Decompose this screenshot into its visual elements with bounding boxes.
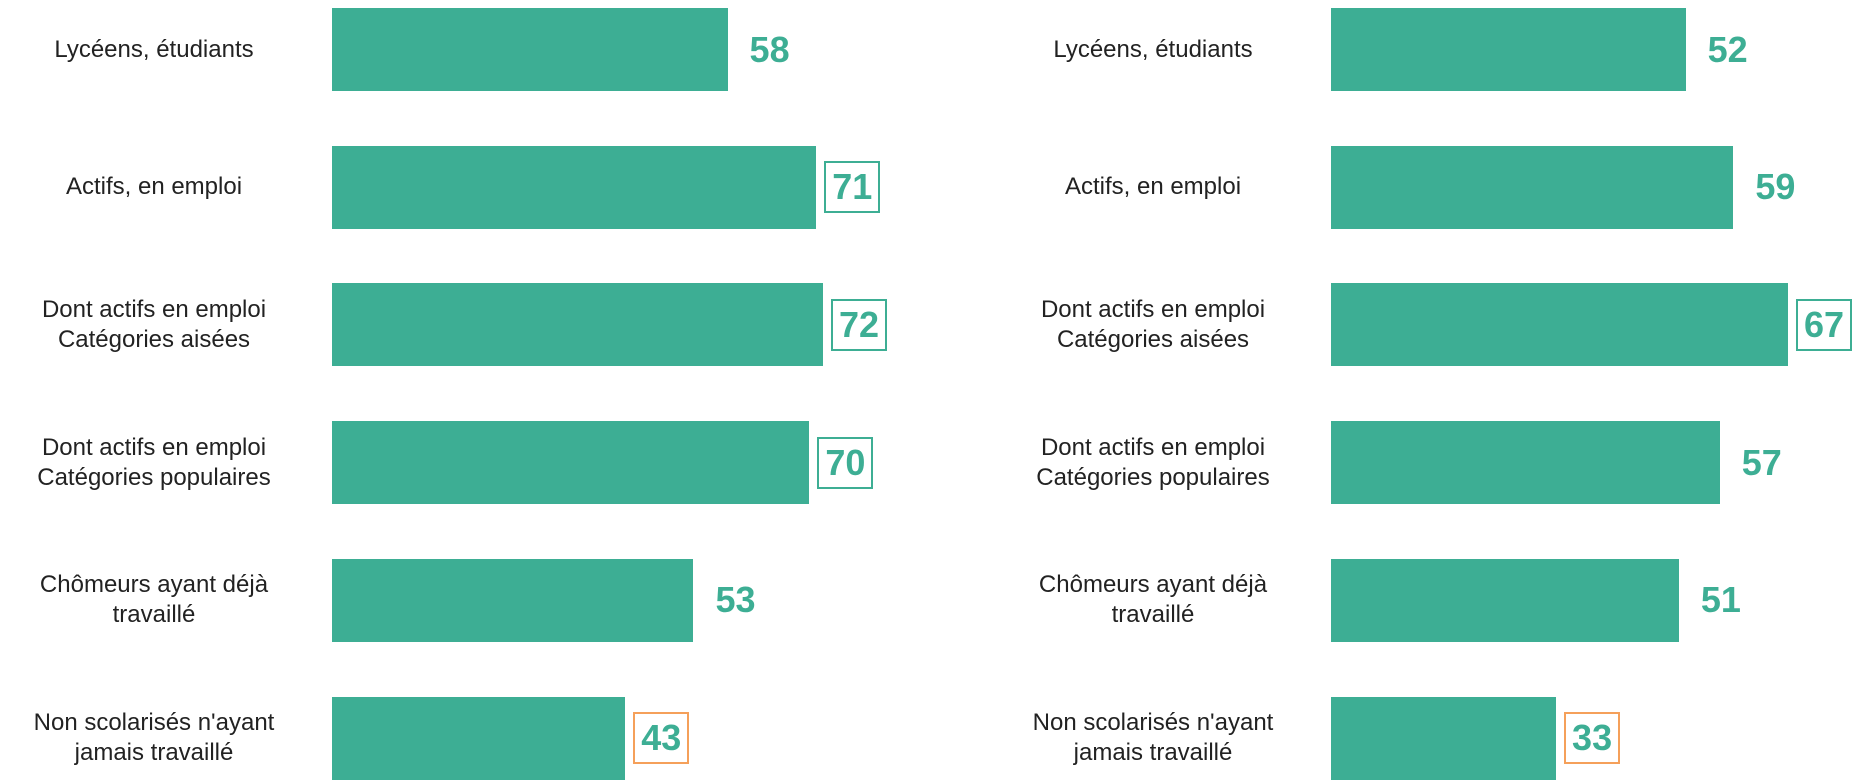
value-label: 67 — [1795, 298, 1852, 351]
value-label: 59 — [1755, 166, 1796, 208]
bar — [1331, 145, 1734, 229]
bar — [332, 558, 694, 642]
value-label: 53 — [715, 579, 756, 621]
category-label: Dont actifs en emploi Catégories aisées — [41, 295, 267, 353]
bar — [1331, 421, 1720, 505]
bar — [1331, 8, 1686, 91]
value-label: 71 — [824, 161, 881, 214]
value-label: 72 — [831, 298, 888, 351]
category-label: Chômeurs ayant déjà travaillé — [39, 571, 269, 629]
bar — [332, 145, 817, 229]
category-label: Chômeurs ayant déjà travaillé — [1038, 571, 1268, 629]
value-label: 52 — [1707, 28, 1748, 70]
bar — [332, 696, 626, 780]
bar — [332, 283, 824, 367]
category-label: Dont actifs en emploi Catégories aisées — [1040, 295, 1266, 353]
value-label: 43 — [633, 712, 690, 764]
category-label: Non scolarisés n'ayant jamais travaillé — [1032, 709, 1274, 766]
category-label: Lycéens, étudiants — [1053, 35, 1253, 63]
category-label: Non scolarisés n'ayant jamais travaillé — [33, 709, 275, 766]
bar — [1331, 283, 1788, 367]
value-label: 58 — [749, 28, 790, 70]
bar — [332, 8, 728, 91]
category-label: Lycéens, étudiants — [54, 35, 254, 63]
bar — [332, 421, 810, 505]
value-label: 51 — [1700, 579, 1741, 621]
category-label: Dont actifs en emploi Catégories populai… — [1036, 433, 1270, 491]
bar — [1331, 696, 1557, 780]
bar — [1331, 558, 1679, 642]
category-label: Actifs, en emploi — [65, 173, 243, 201]
category-label: Dont actifs en emploi Catégories populai… — [37, 433, 271, 491]
value-label: 57 — [1741, 441, 1782, 483]
value-label: 70 — [817, 436, 874, 489]
value-label: 33 — [1564, 712, 1621, 764]
category-label: Actifs, en emploi — [1064, 173, 1242, 201]
